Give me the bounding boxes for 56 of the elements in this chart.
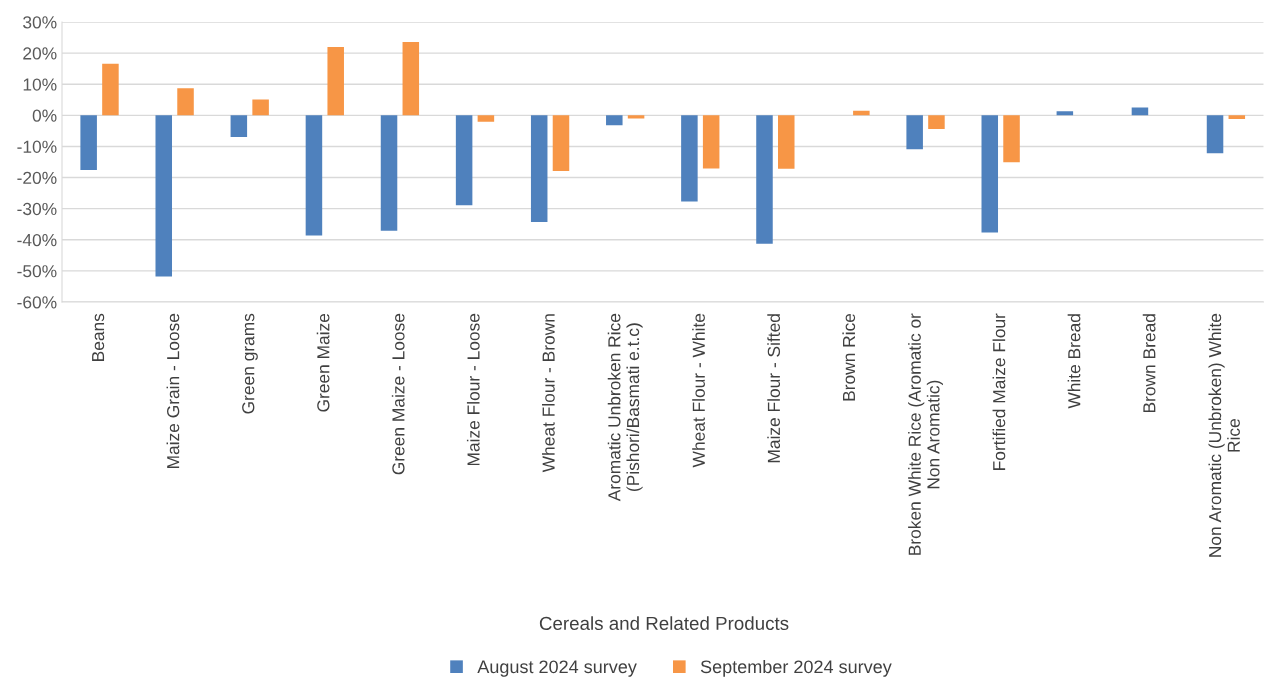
y-tick-label: -60%: [17, 296, 57, 309]
y-tick-label: -20%: [17, 171, 57, 185]
bar: [102, 63, 119, 116]
bar: [552, 115, 570, 172]
bar: [681, 115, 698, 202]
x-tick-label: Maize Flour - Sifted: [767, 314, 781, 463]
x-tick-label: Green Maize: [316, 313, 330, 412]
bar: [1206, 115, 1224, 154]
x-tick-label: Aromatic Unbroken Rice (Pishori/Basmati e.t.c): [607, 313, 643, 502]
legend-label: August 2024 survey: [477, 660, 637, 677]
bar: [230, 115, 248, 138]
bar: [1228, 115, 1246, 120]
bar: [1003, 115, 1020, 163]
x-tick-label: Brown Bread: [1142, 314, 1156, 413]
x-tick-label: Maize Flour - Loose: [466, 313, 480, 466]
x-axis-title: Cereals and Related Products: [539, 616, 789, 631]
x-tick-label: Maize Grain - Loose: [166, 313, 180, 468]
bar: [756, 115, 773, 244]
bar: [380, 115, 398, 231]
y-tick-label: 0%: [32, 109, 57, 122]
bar: [155, 115, 173, 277]
x-tick-label: Wheat Flour - Brown: [542, 314, 555, 473]
bar: [702, 115, 720, 169]
bar: [477, 115, 495, 122]
x-tick-label: Green Maize - Loose: [391, 313, 405, 475]
y-tick-label: -30%: [17, 202, 57, 216]
x-tick-label: Fortified Maize Flour: [992, 313, 1006, 470]
bar: [455, 115, 473, 206]
y-tick-label: -10%: [17, 140, 57, 153]
bar: [80, 115, 97, 171]
x-tick-label: Wheat Flour - White: [692, 313, 705, 468]
x-tick-label: Broken White Rice (Aromatic or Non Aromatic): [908, 313, 943, 555]
y-tick-label: -50%: [17, 265, 57, 278]
bar: [402, 41, 420, 116]
bar: [627, 115, 645, 119]
x-tick-label: White Bread: [1067, 314, 1081, 409]
bar: [530, 115, 548, 223]
x-tick-label: Brown Rice: [842, 313, 856, 401]
bar: [981, 115, 999, 233]
bar: [252, 99, 269, 116]
bar: [1056, 111, 1074, 116]
bar: [327, 46, 344, 116]
x-tick-label: Non Aromatic (Unbroken) White Rice: [1208, 313, 1240, 557]
bar: [778, 115, 795, 169]
y-tick-label: -40%: [17, 233, 57, 247]
bar: [177, 88, 194, 116]
bar: [606, 115, 623, 126]
bar: [305, 115, 323, 236]
bar: [928, 115, 945, 130]
x-tick-label: Beans: [92, 313, 105, 361]
bar: [906, 115, 923, 150]
y-tick-label: 20%: [23, 47, 57, 60]
y-tick-label: 10%: [23, 78, 57, 91]
legend-label: September 2024 survey: [700, 659, 892, 677]
y-tick-label: 30%: [23, 16, 57, 29]
x-tick-label: Green grams: [242, 313, 258, 414]
